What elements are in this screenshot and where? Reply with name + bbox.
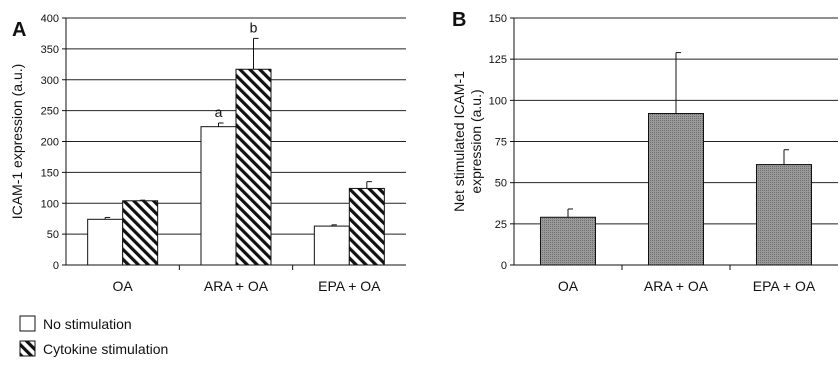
panel-b: B 0 25 50 75 100 125 150 OA ARA + OA EPA + OA Net s… xyxy=(451,9,838,294)
y-tick-label: 200 xyxy=(41,137,59,149)
x-tick-label: ARA + OA xyxy=(204,278,269,294)
y-tick-label: 50 xyxy=(47,229,59,241)
bar-net-stimulated xyxy=(540,216,596,266)
y-tick-label: 400 xyxy=(41,13,59,25)
y-axis-title-line: expression (a.u.) xyxy=(468,89,484,193)
x-tick-label: EPA + OA xyxy=(318,278,381,294)
y-tick-label: 300 xyxy=(41,75,59,87)
y-axis-title: Net stimulated ICAM-1expression (a.u.) xyxy=(451,71,484,212)
legend-label: Cytokine stimulation xyxy=(43,341,168,357)
bar-no-stimulation xyxy=(87,218,124,266)
y-tick-label: 75 xyxy=(495,137,507,149)
y-tick-label: 0 xyxy=(53,260,59,272)
x-tick-label: OA xyxy=(113,278,134,294)
y-tick-label: 150 xyxy=(489,13,507,25)
y-tick-label: 250 xyxy=(41,106,59,118)
y-tick-label: 125 xyxy=(489,54,507,66)
significance-label: b xyxy=(250,19,258,35)
bar-cytokine-stimulation xyxy=(235,68,272,266)
significance-label: a xyxy=(215,104,223,120)
y-axis-title-line: Net stimulated ICAM-1 xyxy=(451,71,467,212)
panel-a: A 0 50 100 150 200 250 300 350 400 OA ARA + OA EPA +… xyxy=(9,13,406,294)
bar-no-stimulation xyxy=(313,225,350,266)
bar-net-stimulated xyxy=(756,164,812,266)
legend: No stimulation Cytokine stimulation xyxy=(19,315,168,357)
y-tick-label: 50 xyxy=(495,178,507,190)
bar-no-stimulation xyxy=(200,126,237,266)
bar-net-stimulated xyxy=(648,113,704,266)
panel-letter-b: B xyxy=(452,9,466,31)
legend-swatch-cytokine-stimulation xyxy=(19,340,36,357)
panel-letter-a: A xyxy=(12,19,26,41)
y-axis-title: ICAM-1 expression (a.u.) xyxy=(9,64,25,220)
bar-cytokine-stimulation xyxy=(348,187,385,266)
y-tick-label: 25 xyxy=(495,219,507,231)
bar-cytokine-stimulation xyxy=(122,200,159,266)
y-tick-label: 100 xyxy=(41,198,59,210)
y-tick-label: 350 xyxy=(41,44,59,56)
y-tick-label: 150 xyxy=(41,167,59,179)
x-tick-label: ARA + OA xyxy=(644,278,709,294)
legend-label: No stimulation xyxy=(43,316,132,332)
legend-swatch-no-stimulation xyxy=(19,315,36,332)
x-tick-label: EPA + OA xyxy=(753,278,816,294)
x-tick-label: OA xyxy=(558,278,579,294)
y-tick-label: 0 xyxy=(501,260,507,272)
y-tick-label: 100 xyxy=(489,95,507,107)
